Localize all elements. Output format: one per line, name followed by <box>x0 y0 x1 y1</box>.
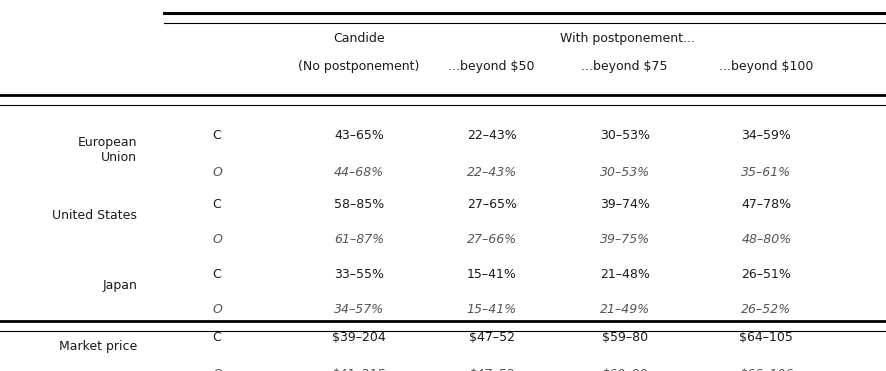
Text: 47–78%: 47–78% <box>742 197 791 211</box>
Text: O: O <box>212 368 222 371</box>
Text: C: C <box>213 129 222 142</box>
Text: 34–59%: 34–59% <box>742 129 791 142</box>
Text: Candide: Candide <box>333 32 385 46</box>
Text: C: C <box>213 268 222 281</box>
Text: $60–80: $60–80 <box>602 368 648 371</box>
Text: O: O <box>212 303 222 316</box>
Text: ...beyond $50: ...beyond $50 <box>448 60 535 73</box>
Text: 22–43%: 22–43% <box>467 166 517 179</box>
Text: 15–41%: 15–41% <box>467 268 517 281</box>
Text: 58–85%: 58–85% <box>334 197 384 211</box>
Text: O: O <box>212 233 222 246</box>
Text: 21–48%: 21–48% <box>600 268 649 281</box>
Text: Market price: Market price <box>59 340 137 354</box>
Text: 35–61%: 35–61% <box>742 166 791 179</box>
Text: 48–80%: 48–80% <box>742 233 791 246</box>
Text: $64–105: $64–105 <box>740 331 793 344</box>
Text: $39–204: $39–204 <box>332 331 385 344</box>
Text: ...beyond $75: ...beyond $75 <box>581 60 668 73</box>
Text: European
Union: European Union <box>78 136 137 164</box>
Text: $41–215: $41–215 <box>331 368 386 371</box>
Text: United States: United States <box>52 209 137 222</box>
Text: C: C <box>213 331 222 344</box>
Text: 43–65%: 43–65% <box>334 129 384 142</box>
Text: 39–74%: 39–74% <box>600 197 649 211</box>
Text: Japan: Japan <box>103 279 137 292</box>
Text: With postponement...: With postponement... <box>560 32 696 46</box>
Text: 26–52%: 26–52% <box>742 303 791 316</box>
Text: ...beyond $100: ...beyond $100 <box>719 60 813 73</box>
Text: 15–41%: 15–41% <box>467 303 517 316</box>
Text: O: O <box>212 166 222 179</box>
Text: $59–80: $59–80 <box>602 331 648 344</box>
Text: 33–55%: 33–55% <box>334 268 384 281</box>
Text: 27–65%: 27–65% <box>467 197 517 211</box>
Text: 39–75%: 39–75% <box>600 233 649 246</box>
Text: $66–106: $66–106 <box>739 368 794 371</box>
Text: $47–52: $47–52 <box>469 368 515 371</box>
Text: 26–51%: 26–51% <box>742 268 791 281</box>
Text: (No postponement): (No postponement) <box>299 60 419 73</box>
Text: $47–52: $47–52 <box>469 331 515 344</box>
Text: 22–43%: 22–43% <box>467 129 517 142</box>
Text: 34–57%: 34–57% <box>334 303 384 316</box>
Text: 61–87%: 61–87% <box>334 233 384 246</box>
Text: C: C <box>213 197 222 211</box>
Text: 21–49%: 21–49% <box>600 303 649 316</box>
Text: 30–53%: 30–53% <box>600 166 649 179</box>
Text: 30–53%: 30–53% <box>600 129 649 142</box>
Text: 44–68%: 44–68% <box>334 166 384 179</box>
Text: 27–66%: 27–66% <box>467 233 517 246</box>
